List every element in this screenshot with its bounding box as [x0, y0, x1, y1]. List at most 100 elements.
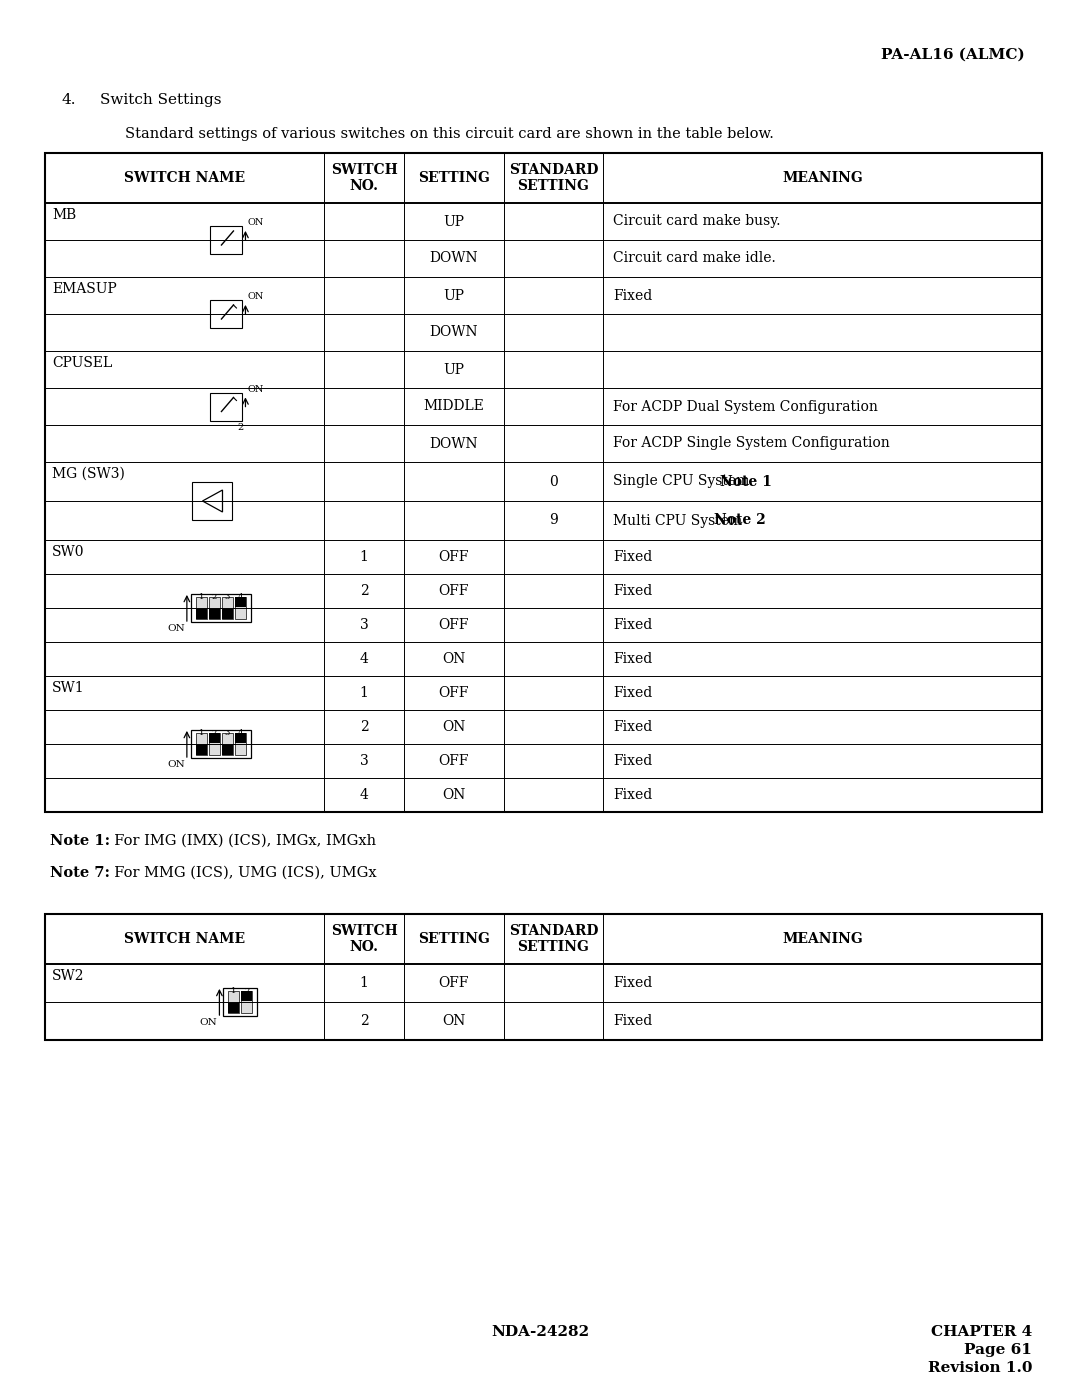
Text: CPUSEL: CPUSEL: [52, 356, 112, 370]
Text: OFF: OFF: [438, 584, 469, 598]
Text: Fixed: Fixed: [613, 788, 652, 802]
Text: 1: 1: [360, 977, 368, 990]
Text: Fixed: Fixed: [613, 289, 652, 303]
Text: 1: 1: [360, 550, 368, 564]
Text: 2: 2: [360, 1014, 368, 1028]
Text: 2: 2: [212, 729, 217, 738]
Text: Fixed: Fixed: [613, 1014, 652, 1028]
Bar: [234, 597, 246, 619]
Text: UP: UP: [443, 215, 464, 229]
Bar: [191, 594, 251, 622]
Bar: [208, 733, 220, 743]
Text: SW0: SW0: [52, 545, 84, 559]
Text: ON: ON: [442, 652, 465, 666]
Bar: [221, 745, 233, 754]
Text: Note 2: Note 2: [714, 514, 766, 528]
Text: ON: ON: [247, 218, 264, 226]
Text: OFF: OFF: [438, 550, 469, 564]
Bar: [211, 393, 242, 420]
Text: Fixed: Fixed: [613, 617, 652, 631]
Text: 4.: 4.: [62, 94, 77, 108]
Text: Fixed: Fixed: [613, 719, 652, 733]
Text: SWITCH
NO.: SWITCH NO.: [330, 163, 397, 193]
Text: 2: 2: [360, 719, 368, 733]
Text: 4: 4: [360, 788, 368, 802]
Bar: [191, 731, 251, 759]
Bar: [221, 609, 233, 619]
Text: SETTING: SETTING: [418, 170, 489, 184]
Text: Page 61: Page 61: [964, 1343, 1032, 1356]
Text: OFF: OFF: [438, 686, 469, 700]
Text: DOWN: DOWN: [430, 326, 478, 339]
Text: Standard settings of various switches on this circuit card are shown in the tabl: Standard settings of various switches on…: [125, 127, 774, 141]
Text: NDA-24282: NDA-24282: [491, 1324, 589, 1338]
Bar: [195, 745, 207, 754]
Text: SWITCH NAME: SWITCH NAME: [124, 170, 245, 184]
Bar: [208, 733, 220, 754]
Text: 3: 3: [225, 729, 230, 738]
Text: MB: MB: [52, 208, 77, 222]
Text: DOWN: DOWN: [430, 251, 478, 265]
Bar: [208, 609, 220, 619]
Text: MIDDLE: MIDDLE: [423, 400, 484, 414]
Text: CHAPTER 4: CHAPTER 4: [931, 1324, 1032, 1338]
Text: ON: ON: [200, 1018, 217, 1027]
Text: 1: 1: [199, 592, 204, 601]
Text: 0: 0: [549, 475, 558, 489]
Bar: [195, 733, 207, 754]
Text: ON: ON: [442, 788, 465, 802]
Text: Fixed: Fixed: [613, 686, 652, 700]
Text: OFF: OFF: [438, 617, 469, 631]
Text: OFF: OFF: [438, 977, 469, 990]
Bar: [192, 482, 232, 520]
Text: Fixed: Fixed: [613, 584, 652, 598]
Bar: [234, 733, 246, 743]
Text: Single CPU System: Single CPU System: [613, 475, 754, 489]
Text: ON: ON: [247, 384, 264, 394]
Text: ON: ON: [442, 719, 465, 733]
Text: Multi CPU System: Multi CPU System: [613, 514, 747, 528]
Text: Fixed: Fixed: [613, 652, 652, 666]
Bar: [195, 609, 207, 619]
Text: STANDARD
SETTING: STANDARD SETTING: [509, 923, 598, 954]
Bar: [242, 990, 253, 1000]
Text: UP: UP: [443, 362, 464, 377]
Bar: [234, 733, 246, 754]
Text: PA-AL16 (ALMC): PA-AL16 (ALMC): [881, 47, 1025, 61]
Text: 1: 1: [360, 686, 368, 700]
Text: SWITCH
NO.: SWITCH NO.: [330, 923, 397, 954]
Text: SWITCH NAME: SWITCH NAME: [124, 932, 245, 946]
Text: 4: 4: [238, 729, 243, 738]
Text: ON: ON: [442, 1014, 465, 1028]
Text: 2: 2: [244, 988, 249, 995]
Text: ON: ON: [247, 292, 264, 300]
Text: Fixed: Fixed: [613, 754, 652, 768]
Bar: [221, 597, 233, 619]
Text: Switch Settings: Switch Settings: [100, 94, 221, 108]
Text: ON: ON: [167, 624, 185, 633]
Text: 2: 2: [238, 423, 244, 433]
Text: For IMG (IMX) (ICS), IMGx, IMGxh: For IMG (IMX) (ICS), IMGx, IMGxh: [105, 834, 376, 848]
Bar: [234, 597, 246, 606]
Bar: [208, 597, 220, 619]
Text: Circuit card make busy.: Circuit card make busy.: [613, 215, 781, 229]
Text: 9: 9: [549, 514, 558, 528]
Text: SETTING: SETTING: [418, 932, 489, 946]
Text: STANDARD
SETTING: STANDARD SETTING: [509, 163, 598, 193]
Text: Note 1: Note 1: [719, 475, 771, 489]
Bar: [45, 154, 1042, 812]
Text: 1: 1: [231, 988, 237, 995]
Text: 3: 3: [225, 592, 230, 601]
Bar: [45, 914, 1042, 1039]
Text: MEANING: MEANING: [782, 170, 863, 184]
Bar: [211, 226, 242, 254]
Text: MEANING: MEANING: [782, 932, 863, 946]
Text: 4: 4: [238, 592, 243, 601]
Text: Circuit card make idle.: Circuit card make idle.: [613, 251, 777, 265]
Bar: [221, 733, 233, 754]
Text: DOWN: DOWN: [430, 436, 478, 450]
Bar: [242, 990, 253, 1013]
Text: 4: 4: [360, 652, 368, 666]
Text: SW2: SW2: [52, 970, 84, 983]
Text: Revision 1.0: Revision 1.0: [928, 1361, 1032, 1375]
